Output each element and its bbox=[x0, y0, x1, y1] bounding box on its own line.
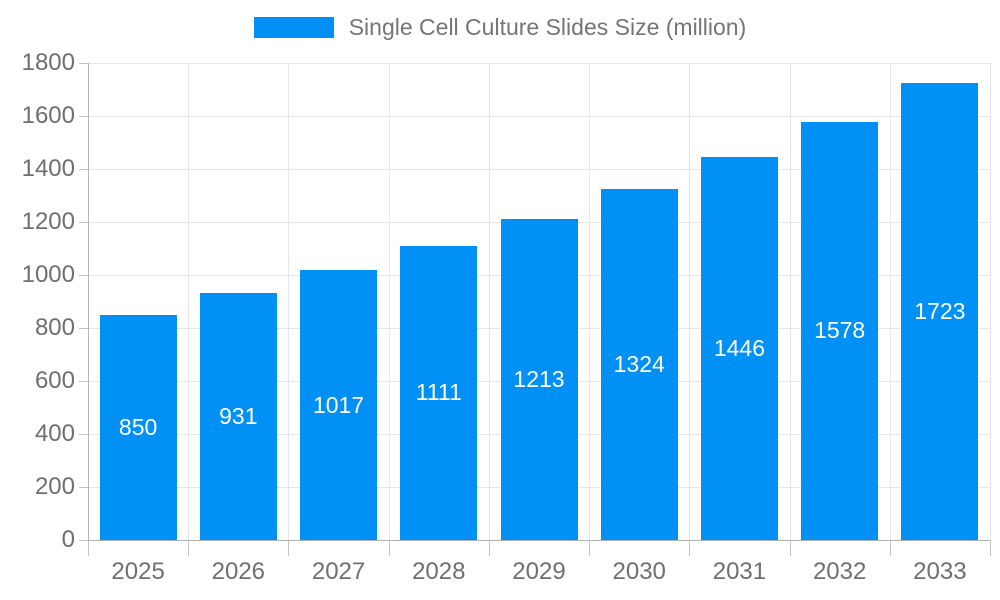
y-axis-line bbox=[88, 63, 89, 540]
x-axis-tick bbox=[388, 540, 390, 556]
x-gridline bbox=[889, 63, 891, 540]
y-axis-tick bbox=[79, 63, 88, 64]
x-axis-label: 2030 bbox=[612, 558, 666, 585]
y-axis-label: 0 bbox=[61, 526, 75, 553]
bar[interactable]: 1723 bbox=[901, 83, 979, 540]
x-gridline bbox=[990, 63, 991, 540]
legend-swatch bbox=[253, 16, 334, 38]
y-axis-tick bbox=[79, 434, 88, 435]
legend-item[interactable]: Single Cell Culture Slides Size (million… bbox=[0, 14, 1000, 40]
y-gridline bbox=[88, 63, 990, 64]
bar-value-label: 1723 bbox=[914, 298, 966, 325]
y-axis-label: 1200 bbox=[21, 208, 75, 235]
y-axis-label: 1600 bbox=[21, 102, 75, 129]
x-axis-tick bbox=[88, 540, 89, 556]
y-axis-tick bbox=[79, 381, 88, 382]
bar[interactable]: 931 bbox=[199, 293, 277, 540]
x-gridline bbox=[789, 63, 791, 540]
bar-value-label: 1578 bbox=[814, 317, 866, 344]
bar-value-label: 1111 bbox=[415, 379, 462, 406]
bar-value-label: 850 bbox=[118, 413, 158, 440]
x-axis-tick bbox=[889, 540, 891, 556]
x-axis-line bbox=[88, 540, 990, 541]
y-axis-tick bbox=[79, 116, 88, 117]
y-axis-label: 1800 bbox=[21, 49, 75, 76]
x-axis-label: 2025 bbox=[111, 558, 165, 585]
y-axis-label: 400 bbox=[34, 420, 75, 447]
x-axis-tick bbox=[488, 540, 490, 556]
bar[interactable]: 1446 bbox=[700, 156, 778, 540]
x-gridline bbox=[689, 63, 691, 540]
x-axis-tick bbox=[689, 540, 691, 556]
bar[interactable]: 1017 bbox=[300, 270, 378, 540]
bar[interactable]: 1324 bbox=[600, 189, 678, 540]
bar[interactable]: 850 bbox=[99, 314, 177, 540]
y-gridline bbox=[88, 116, 990, 117]
bar-value-label: 1213 bbox=[513, 365, 565, 392]
x-axis-tick bbox=[589, 540, 591, 556]
bar-value-label: 1324 bbox=[613, 351, 665, 378]
y-axis-tick bbox=[79, 169, 88, 170]
y-gridline bbox=[88, 169, 990, 170]
x-axis-tick bbox=[188, 540, 190, 556]
legend-label: Single Cell Culture Slides Size (million… bbox=[348, 14, 747, 40]
x-axis-label: 2028 bbox=[412, 558, 466, 585]
y-axis-label: 1400 bbox=[21, 155, 75, 182]
x-gridline bbox=[288, 63, 290, 540]
y-axis-label: 600 bbox=[34, 367, 75, 394]
x-axis-label: 2027 bbox=[311, 558, 366, 585]
y-axis-tick bbox=[79, 222, 88, 223]
x-axis-tick bbox=[288, 540, 290, 556]
bar[interactable]: 1213 bbox=[500, 218, 578, 540]
y-axis-label: 800 bbox=[34, 314, 75, 341]
y-axis-label: 200 bbox=[34, 473, 75, 500]
x-axis-label: 2033 bbox=[913, 558, 967, 585]
x-axis-label: 2031 bbox=[712, 558, 767, 585]
y-axis-label: 1000 bbox=[21, 261, 75, 288]
bar-value-label: 1446 bbox=[713, 334, 766, 361]
x-gridline bbox=[488, 63, 490, 540]
x-gridline bbox=[589, 63, 591, 540]
x-gridline bbox=[188, 63, 190, 540]
x-axis-label: 2029 bbox=[512, 558, 566, 585]
x-axis-label: 2032 bbox=[812, 558, 867, 585]
x-axis-label: 2026 bbox=[211, 558, 266, 585]
bar[interactable]: 1578 bbox=[801, 121, 879, 540]
x-axis-tick bbox=[990, 540, 991, 556]
bar-value-label: 931 bbox=[219, 403, 258, 430]
bar[interactable]: 1111 bbox=[400, 245, 478, 540]
x-gridline bbox=[388, 63, 390, 540]
y-axis-tick bbox=[79, 275, 88, 276]
x-axis-tick bbox=[789, 540, 791, 556]
bar-value-label: 1017 bbox=[312, 391, 365, 418]
y-axis-tick bbox=[79, 328, 88, 329]
y-axis-tick bbox=[79, 487, 88, 488]
y-axis-tick bbox=[79, 540, 88, 541]
